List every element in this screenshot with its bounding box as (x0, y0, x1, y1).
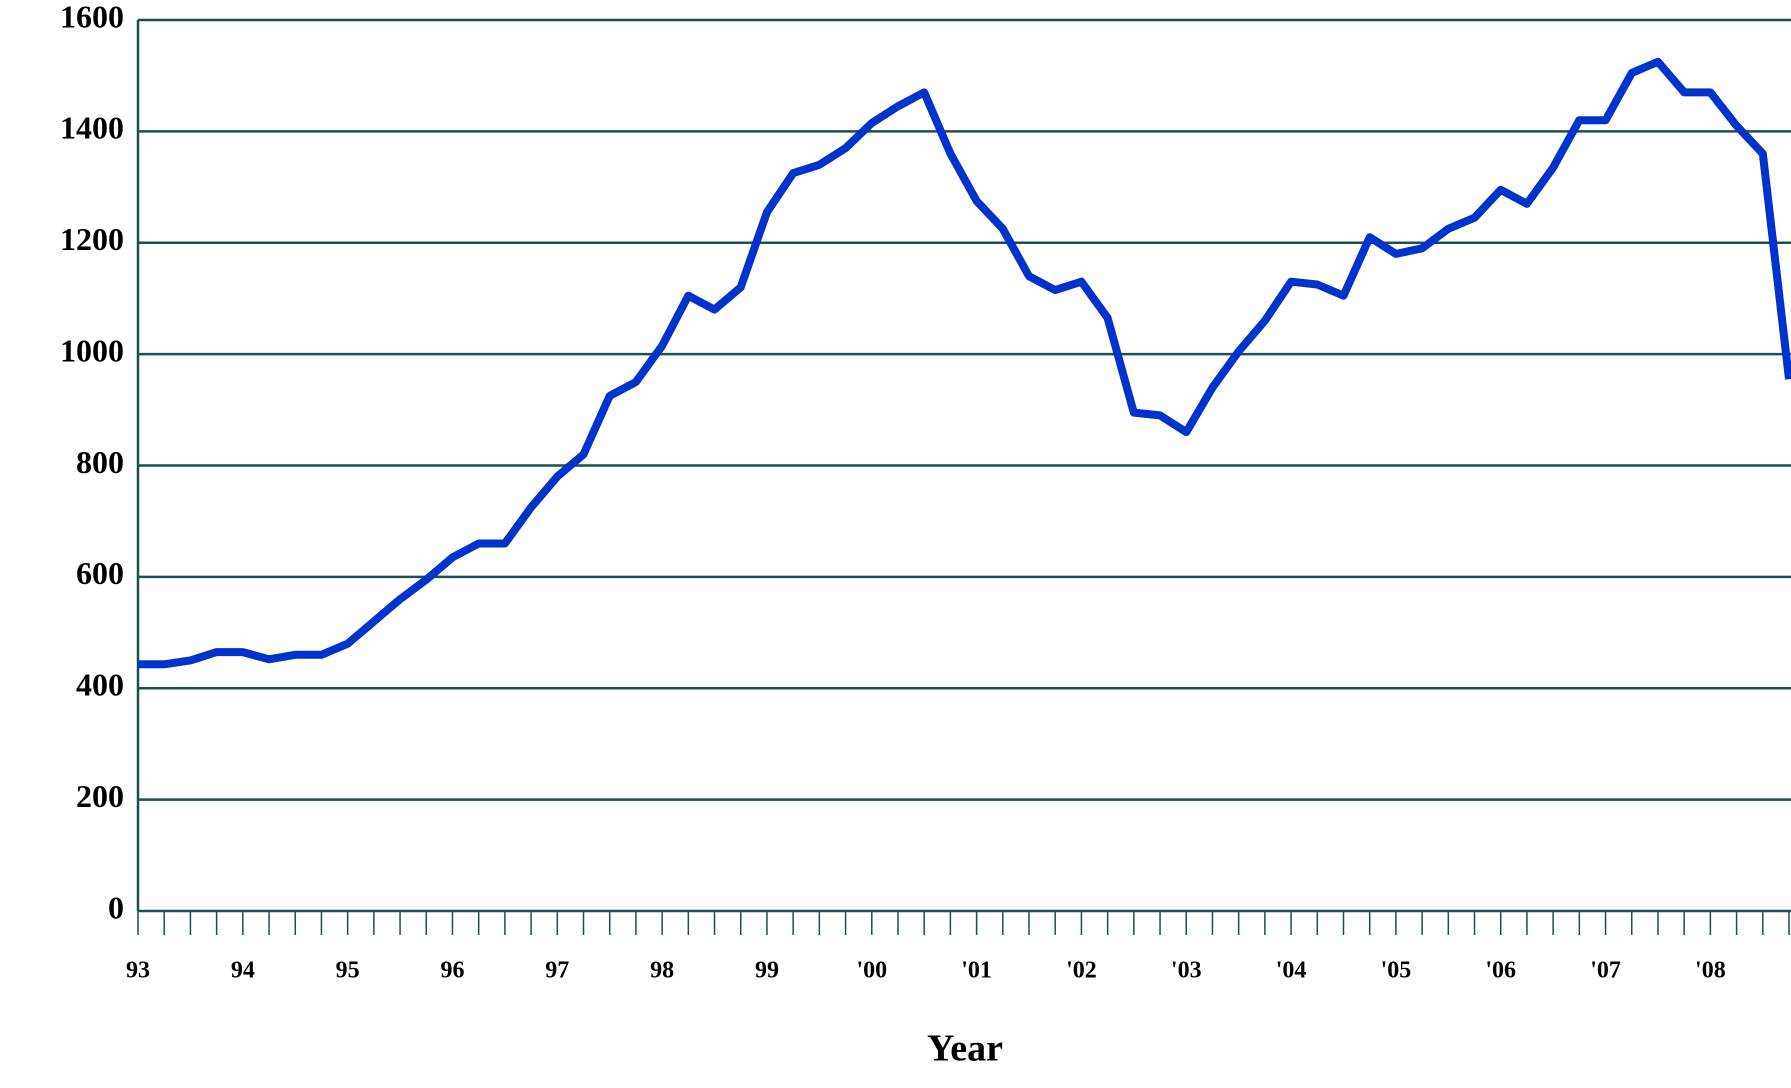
y-tick-label: 200 (76, 778, 124, 814)
x-tick-label: 98 (650, 958, 674, 984)
y-tick-label: 1400 (60, 110, 124, 146)
y-tick-label: 1600 (60, 0, 124, 34)
x-tick-label: 94 (231, 958, 255, 984)
x-tick-label: '02 (1066, 958, 1097, 984)
y-tick-label: 400 (76, 667, 124, 703)
x-tick-label: '03 (1171, 958, 1202, 984)
x-tick-label: 96 (440, 958, 464, 984)
x-tick-label: '00 (856, 958, 887, 984)
x-tick-label: 97 (545, 958, 569, 984)
y-tick-label: 1000 (60, 332, 124, 368)
x-tick-label: 93 (126, 958, 150, 984)
x-tick-label: '04 (1276, 958, 1307, 984)
y-tick-label: 800 (76, 444, 124, 480)
x-tick-label: '05 (1381, 958, 1412, 984)
x-tick-label: '07 (1590, 958, 1621, 984)
y-tick-label: 0 (108, 889, 124, 925)
x-tick-label: '06 (1485, 958, 1516, 984)
x-tick-label: 95 (336, 958, 360, 984)
x-axis-label: Year (927, 1028, 1003, 1070)
x-tick-label: '01 (961, 958, 992, 984)
x-tick-label: 99 (755, 958, 779, 984)
data-line (138, 57, 1791, 669)
y-tick-label: 600 (76, 555, 124, 591)
y-tick-label: 1200 (60, 221, 124, 257)
x-tick-label: '08 (1695, 958, 1726, 984)
